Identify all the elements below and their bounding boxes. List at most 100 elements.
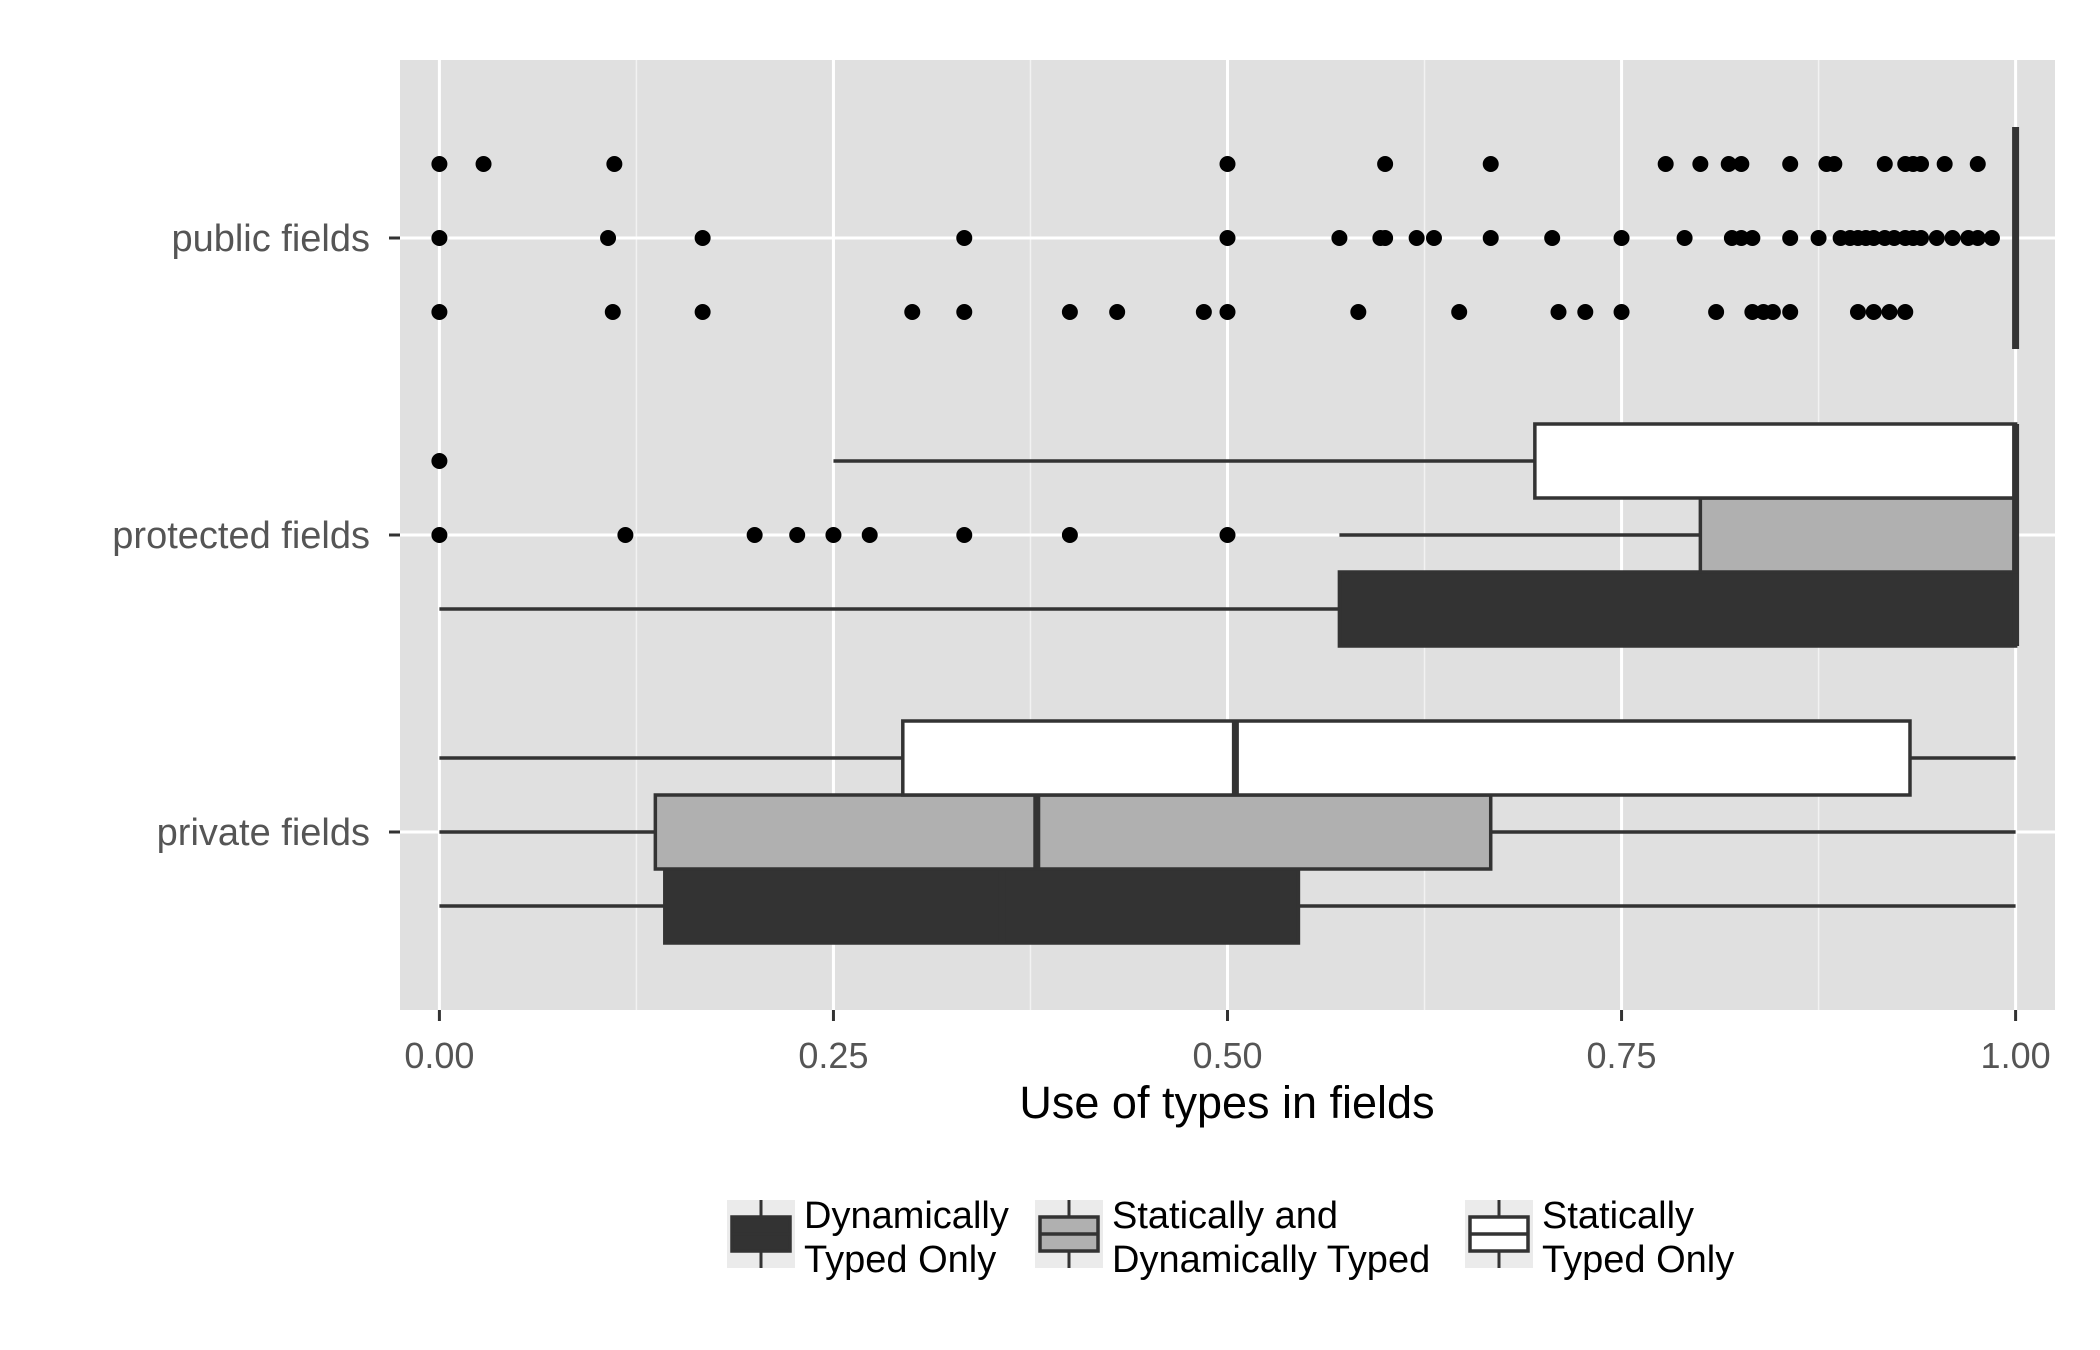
outlier-point	[694, 230, 711, 246]
x-tick-label: 0.75	[1587, 1035, 1657, 1076]
outlier-point	[1865, 230, 1882, 246]
legend-label-line1: Statically and	[1112, 1195, 1338, 1237]
outlier-point	[1219, 230, 1236, 246]
x-tick-label: 0.50	[1192, 1035, 1262, 1076]
outlier-points-layer	[431, 156, 2000, 543]
outlier-point	[1849, 304, 1866, 320]
outlier-point	[1577, 304, 1594, 320]
y-tick-label: protected fields	[112, 515, 370, 557]
outlier-point	[1944, 230, 1961, 246]
outlier-point	[1692, 156, 1709, 172]
outlier-point	[1782, 304, 1799, 320]
outlier-point	[1733, 156, 1750, 172]
outlier-point	[1550, 304, 1567, 320]
outlier-point	[1408, 230, 1425, 246]
x-axis-title: Use of types in fields	[1019, 1077, 1434, 1128]
outlier-point	[904, 304, 921, 320]
outlier-point	[1482, 230, 1499, 246]
outlier-point	[1969, 156, 1986, 172]
outlier-point	[956, 230, 973, 246]
box-mixed	[653, 793, 1493, 871]
outlier-point	[861, 527, 878, 543]
box-dynamic	[663, 867, 1301, 945]
outlier-point	[1061, 304, 1078, 320]
outlier-point	[1350, 304, 1367, 320]
outlier-point	[956, 527, 973, 543]
outlier-point	[1782, 156, 1799, 172]
outlier-point	[1109, 304, 1126, 320]
y-tick-label: public fields	[171, 218, 370, 260]
outlier-point	[1676, 230, 1693, 246]
box-static	[1533, 422, 2018, 500]
outlier-point	[1482, 156, 1499, 172]
outlier-point	[1720, 156, 1737, 172]
outlier-point	[1913, 156, 1930, 172]
x-tick-label: 1.00	[1981, 1035, 2051, 1076]
outlier-point	[431, 527, 448, 543]
legend-label-line2: Dynamically Typed	[1112, 1239, 1430, 1281]
outlier-point	[1613, 230, 1630, 246]
outlier-point	[1377, 230, 1394, 246]
outlier-point	[1733, 230, 1750, 246]
outlier-point	[606, 156, 623, 172]
x-tick-label: 0.25	[798, 1035, 868, 1076]
outlier-point	[1913, 230, 1930, 246]
outlier-point	[1744, 230, 1761, 246]
outlier-point	[1708, 304, 1725, 320]
outlier-point	[1425, 230, 1442, 246]
outlier-point	[789, 527, 806, 543]
outlier-point	[1810, 230, 1827, 246]
axes-layer: 0.00 0.25 0.50 0.75 1.00 public fields protect…	[112, 218, 2050, 1076]
outlier-point	[431, 230, 448, 246]
outlier-point	[1377, 156, 1394, 172]
outlier-point	[956, 304, 973, 320]
boxes-layer	[439, 127, 2020, 945]
outlier-point	[1219, 527, 1236, 543]
outlier-point	[1865, 304, 1882, 320]
box-dynamic	[1337, 570, 2018, 648]
outlier-point	[1544, 230, 1561, 246]
legend-label-line1: Dynamically	[804, 1195, 1009, 1237]
outlier-point	[1219, 156, 1236, 172]
outlier-point	[1876, 156, 1893, 172]
outlier-point	[1061, 527, 1078, 543]
y-tick-label: private fields	[157, 812, 370, 854]
outlier-point	[746, 527, 763, 543]
outlier-point	[617, 527, 634, 543]
legend-label-line1: Statically	[1542, 1195, 1694, 1237]
box-static	[901, 719, 1912, 797]
outlier-point	[1613, 304, 1630, 320]
outlier-point	[1744, 304, 1761, 320]
outlier-point	[1936, 156, 1953, 172]
outlier-point	[1881, 304, 1898, 320]
outlier-point	[1897, 304, 1914, 320]
box-mixed	[1698, 496, 2018, 574]
outlier-point	[1782, 230, 1799, 246]
outlier-point	[431, 304, 448, 320]
outlier-point	[604, 304, 621, 320]
outlier-point	[1219, 304, 1236, 320]
outlier-point	[1969, 230, 1986, 246]
outlier-point	[1826, 156, 1843, 172]
legend-label-line2: Typed Only	[1542, 1239, 1734, 1281]
outlier-point	[431, 453, 448, 469]
outlier-point	[1928, 230, 1945, 246]
outlier-point	[1451, 304, 1468, 320]
outlier-point	[600, 230, 617, 246]
outlier-point	[1331, 230, 1348, 246]
outlier-point	[1657, 156, 1674, 172]
outlier-point	[1983, 230, 2000, 246]
outlier-point	[825, 527, 842, 543]
outlier-point	[694, 304, 711, 320]
outlier-point	[1195, 304, 1212, 320]
outlier-point	[1764, 304, 1781, 320]
x-tick-label: 0.00	[404, 1035, 474, 1076]
outlier-point	[431, 156, 448, 172]
outlier-point	[475, 156, 492, 172]
outlier-point	[1886, 230, 1903, 246]
